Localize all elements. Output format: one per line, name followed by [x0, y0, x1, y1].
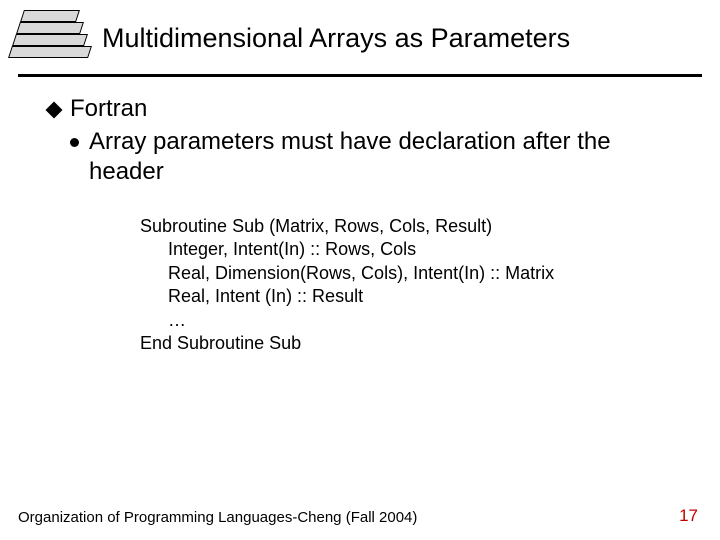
content-area: Fortran Array parameters must have decla…: [0, 77, 720, 355]
bullet-level-1: Fortran: [48, 95, 688, 123]
code-line: Integer, Intent(In) :: Rows, Cols: [168, 238, 688, 261]
bullet-level-2: Array parameters must have declaration a…: [70, 127, 688, 187]
code-line: Subroutine Sub (Matrix, Rows, Cols, Resu…: [140, 215, 688, 238]
circle-bullet-icon: [70, 138, 79, 147]
code-line: Real, Intent (In) :: Result: [168, 285, 688, 308]
code-block: Subroutine Sub (Matrix, Rows, Cols, Resu…: [140, 215, 688, 355]
code-line: End Subroutine Sub: [140, 332, 688, 355]
slide-title: Multidimensional Arrays as Parameters: [102, 23, 570, 54]
layered-stack-icon: [4, 8, 92, 68]
code-line: …: [168, 309, 688, 332]
diamond-bullet-icon: [46, 102, 63, 119]
code-line: Real, Dimension(Rows, Cols), Intent(In) …: [168, 262, 688, 285]
footer-text: Organization of Programming Languages-Ch…: [18, 509, 417, 526]
page-number: 17: [679, 506, 698, 526]
bullet1-text: Fortran: [70, 95, 147, 123]
bullet2-text: Array parameters must have declaration a…: [89, 127, 688, 187]
